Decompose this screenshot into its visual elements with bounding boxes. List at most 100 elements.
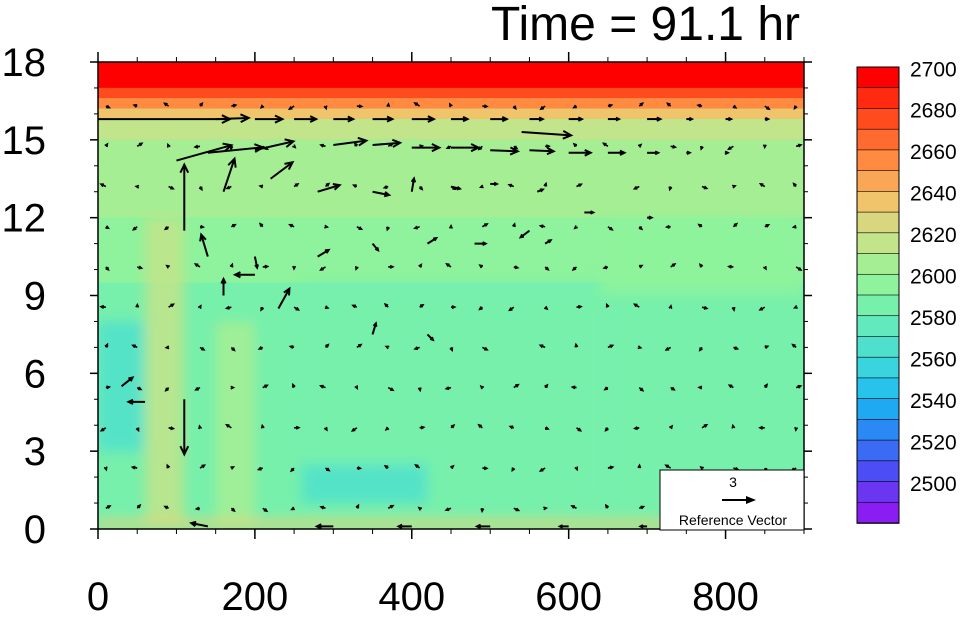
wind-vector-small	[197, 304, 202, 309]
wind-vector-small	[670, 386, 676, 391]
wind-vector	[584, 210, 596, 215]
wind-vector-small	[351, 184, 358, 188]
wind-vector-small	[256, 466, 264, 471]
wind-vector-small	[230, 385, 236, 390]
wind-vector-small	[386, 102, 391, 108]
wind-vector	[518, 229, 531, 239]
wind-vector-small	[602, 265, 609, 270]
colorbar-swatch	[856, 398, 900, 421]
wind-vector	[410, 176, 417, 192]
wind-vector-small	[291, 382, 296, 388]
wind-vector	[607, 149, 627, 156]
wind-vector-small	[572, 104, 577, 109]
wind-vector-small	[603, 386, 609, 391]
wind-vector-small	[131, 344, 138, 349]
wind-vector	[120, 376, 135, 388]
wind-vector-small	[508, 425, 515, 430]
wind-vector	[253, 256, 259, 270]
wind-vector-small	[262, 384, 269, 389]
wind-vector-small	[513, 265, 520, 270]
wind-vector-small	[319, 384, 326, 389]
wind-vector-small	[794, 426, 799, 432]
wind-vector-small	[450, 424, 456, 429]
wind-vector-small	[727, 145, 734, 151]
wind-vector-small	[795, 266, 803, 271]
wind-vector-small	[607, 465, 615, 470]
wind-vector-small	[163, 102, 170, 107]
wind-vector	[269, 160, 295, 180]
wind-vector-small	[323, 105, 328, 111]
wind-vector-small	[293, 306, 301, 311]
wind-vector-small	[573, 225, 578, 230]
colorbar-swatch	[856, 419, 900, 441]
wind-vector	[451, 143, 481, 153]
field-band	[98, 87, 804, 99]
colorbar-swatch	[856, 87, 900, 110]
colorbar-frame	[856, 66, 900, 524]
colorbar-swatch	[856, 191, 900, 213]
wind-vector	[638, 524, 648, 529]
wind-vector-small	[230, 223, 237, 228]
wind-vector	[254, 138, 296, 152]
wind-vector-small	[478, 184, 484, 189]
colorbar-swatch	[856, 336, 900, 358]
wind-vector-small	[638, 102, 645, 107]
wind-vector-small	[697, 385, 703, 390]
wind-vector-small	[294, 425, 301, 430]
wind-vector-small	[602, 142, 609, 147]
wind-vector-small	[166, 463, 171, 469]
wind-vector-small	[764, 223, 771, 228]
colorbar-swatch	[856, 253, 900, 276]
x-tick-label: 800	[692, 575, 759, 618]
wind-vector-small	[99, 183, 107, 188]
wind-vector-small	[795, 143, 803, 148]
wind-vector-small	[607, 344, 615, 349]
field-band	[98, 119, 804, 140]
wind-vector	[333, 136, 369, 147]
wind-vector	[317, 183, 342, 193]
wind-vector-small	[104, 342, 109, 348]
wind-vector-small	[574, 466, 579, 472]
wind-vector-small	[287, 105, 295, 111]
filled-contour-field	[98, 62, 804, 529]
wind-vector	[314, 523, 334, 529]
wind-vector-small	[135, 302, 140, 308]
wind-vector-small	[199, 346, 206, 351]
wind-vector-small	[698, 346, 703, 352]
wind-vector	[724, 150, 731, 156]
wind-vector-small	[288, 345, 295, 350]
wind-vector-small	[260, 306, 265, 312]
wind-vector-small	[481, 223, 489, 228]
wind-vector-small	[699, 466, 704, 471]
colorbar-label: 2540	[910, 390, 957, 413]
wind-vector-small	[290, 506, 295, 511]
wind-vector	[179, 162, 190, 231]
wind-vector-small	[319, 505, 326, 510]
wind-vector-small	[382, 185, 389, 189]
wind-vector-small	[638, 264, 644, 269]
wind-vector	[490, 181, 500, 187]
wind-vector-small	[134, 184, 140, 189]
field-band	[98, 108, 804, 120]
wind-vector-small	[105, 225, 111, 230]
wind-vector-small	[793, 305, 798, 309]
wind-vector-small	[570, 385, 577, 390]
wind-vector-small	[319, 266, 326, 271]
wind-vector-small	[544, 426, 550, 430]
wind-vector-small	[758, 306, 766, 311]
wind-vector	[607, 116, 622, 122]
wind-vector-small	[199, 224, 206, 229]
wind-vector	[557, 524, 569, 529]
wind-vector-small	[105, 505, 112, 509]
wind-vector-small	[574, 342, 579, 348]
wind-vector	[372, 138, 403, 148]
wind-vector-small	[99, 304, 106, 309]
wind-vector-small	[664, 346, 672, 351]
wind-vector	[371, 321, 378, 335]
wind-vector	[317, 248, 331, 258]
wind-vector-small	[632, 185, 640, 190]
wind-vector-small	[104, 142, 109, 148]
wind-vector-small	[791, 343, 797, 349]
wind-vector-small	[696, 103, 703, 108]
wind-vector-small	[419, 186, 424, 191]
